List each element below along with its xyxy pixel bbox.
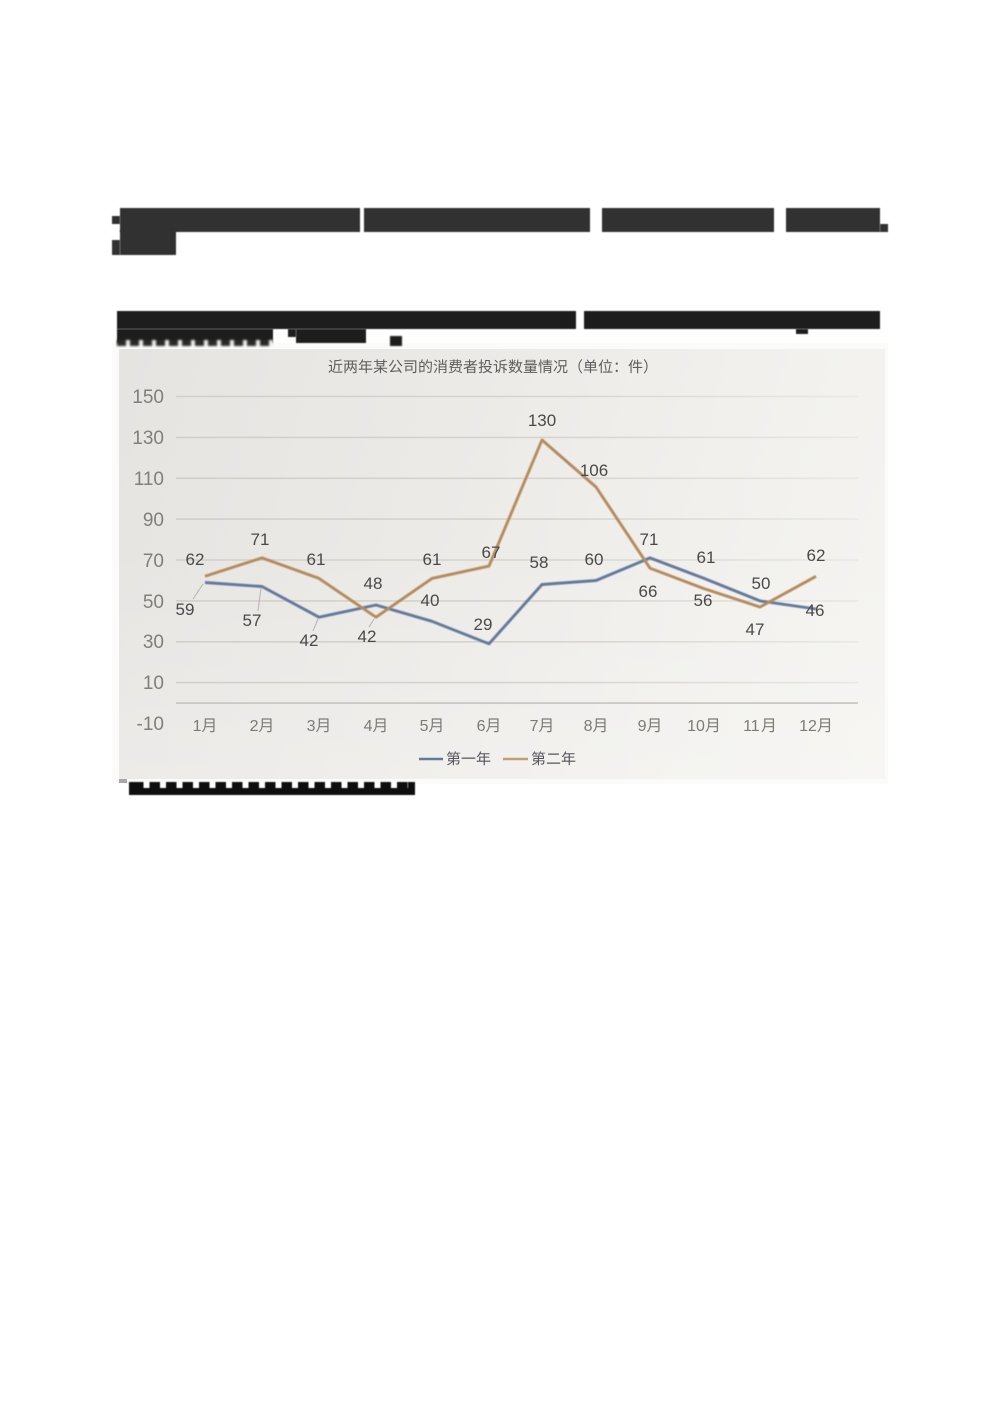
svg-text:62: 62	[807, 546, 826, 565]
svg-text:30: 30	[143, 632, 164, 653]
svg-text:50: 50	[752, 574, 771, 593]
svg-text:59: 59	[176, 600, 195, 619]
svg-text:2: 2	[250, 718, 259, 735]
svg-text:130: 130	[528, 411, 556, 430]
svg-text:40: 40	[421, 591, 440, 610]
svg-text:66: 66	[639, 582, 658, 601]
svg-text:3: 3	[307, 718, 316, 735]
svg-text:10: 10	[143, 673, 164, 694]
svg-text:62: 62	[186, 550, 205, 569]
svg-text:70: 70	[143, 551, 164, 572]
svg-text:71: 71	[640, 530, 659, 549]
svg-text:46: 46	[806, 601, 825, 620]
svg-text:61: 61	[307, 550, 326, 569]
svg-text:57: 57	[243, 611, 262, 630]
svg-text:61: 61	[697, 548, 716, 567]
svg-text:5: 5	[420, 718, 429, 735]
svg-text:1: 1	[193, 718, 202, 735]
svg-text:11: 11	[743, 718, 760, 735]
svg-text:71: 71	[251, 530, 270, 549]
svg-text:67: 67	[482, 543, 501, 562]
svg-text:50: 50	[143, 592, 164, 613]
svg-text:12: 12	[799, 718, 817, 735]
svg-text:48: 48	[364, 574, 383, 593]
svg-text:130: 130	[132, 428, 164, 449]
svg-text:42: 42	[300, 631, 319, 650]
svg-text:10: 10	[687, 718, 705, 735]
svg-text:110: 110	[134, 469, 164, 490]
svg-text:29: 29	[474, 615, 493, 634]
svg-text:106: 106	[580, 461, 608, 480]
svg-text:7: 7	[530, 718, 539, 735]
svg-text:150: 150	[132, 387, 164, 408]
svg-text:8: 8	[584, 718, 593, 735]
svg-text:60: 60	[585, 550, 604, 569]
svg-text:-10: -10	[137, 714, 164, 735]
svg-text:61: 61	[423, 550, 442, 569]
svg-text:90: 90	[143, 510, 164, 531]
svg-text:4: 4	[364, 718, 373, 735]
svg-text:47: 47	[746, 620, 765, 639]
svg-text:42: 42	[358, 627, 377, 646]
svg-text:58: 58	[530, 553, 549, 572]
svg-text:56: 56	[694, 591, 713, 610]
svg-text:6: 6	[477, 718, 486, 735]
svg-text:9: 9	[638, 718, 647, 735]
